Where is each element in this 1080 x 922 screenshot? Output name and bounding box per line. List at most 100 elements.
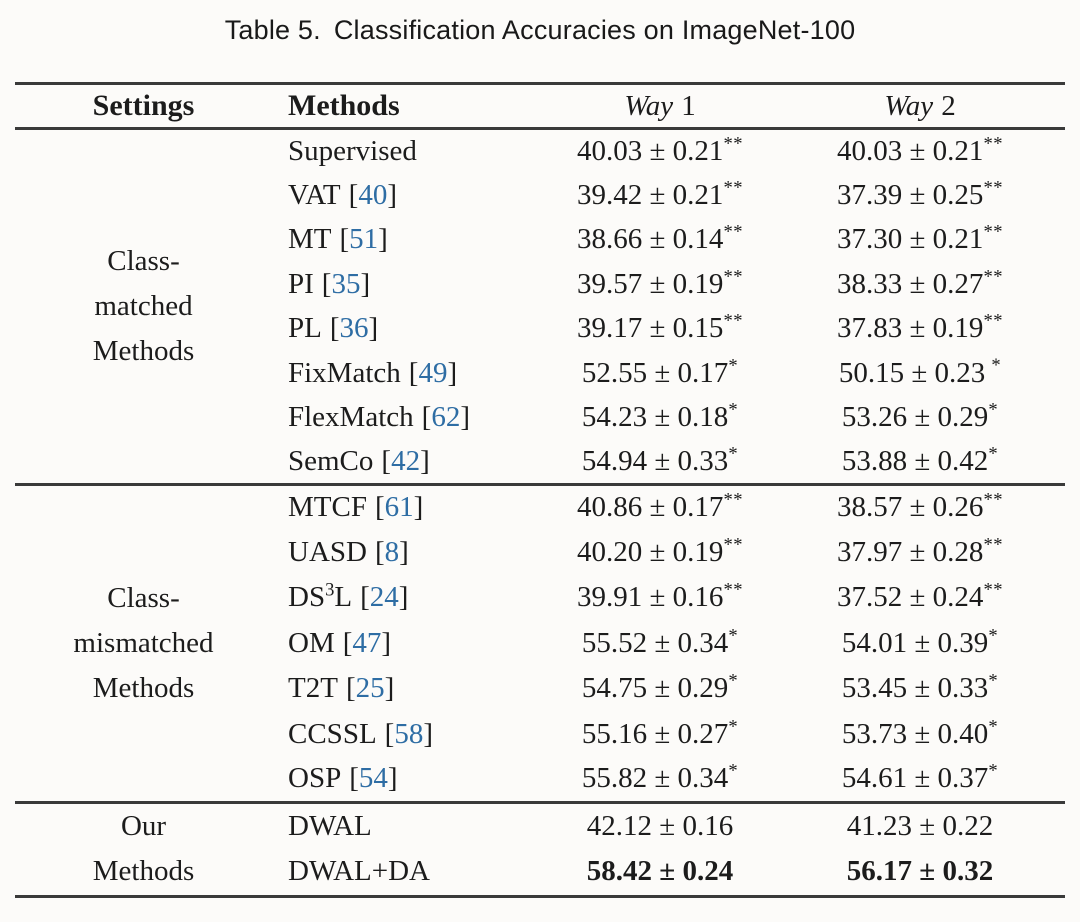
significance-asterisks: * xyxy=(988,670,999,692)
method-cell: CCSSL [58] xyxy=(272,711,545,756)
significance-asterisks: * xyxy=(991,355,1002,377)
citation-bracket-close: ] xyxy=(413,491,424,524)
significance-asterisks: ** xyxy=(983,489,1003,511)
method-name: UASD xyxy=(288,536,367,569)
way1-accuracy-cell: 58.42 ± 0.24 xyxy=(545,849,775,896)
significance-asterisks: * xyxy=(728,670,739,692)
citation-link[interactable]: 42 xyxy=(391,445,421,477)
significance-asterisks: ** xyxy=(983,534,1003,556)
citation-link[interactable]: 49 xyxy=(418,356,448,389)
settings-group-label: Class-mismatched Methods xyxy=(15,485,272,803)
way2-accuracy-value: 54.01 ± 0.39 xyxy=(841,626,989,659)
citation-link[interactable]: 47 xyxy=(352,626,382,659)
way1-accuracy-value: 40.86 ± 0.17 xyxy=(577,491,724,524)
way1-accuracy-cell: 52.55 ± 0.17* xyxy=(545,351,775,396)
significance-asterisks: ** xyxy=(723,266,743,288)
citation-bracket-close: ] xyxy=(378,223,388,256)
significance-asterisks: ** xyxy=(723,579,743,601)
section-our-methods: Our Methods DWAL 42.12 ± 0.16 41.23 ± 0.22 DW… xyxy=(15,802,1065,896)
table-row: VAT [40] 39.42 ± 0.21** 37.39 ± 0.25** xyxy=(15,173,1065,218)
citation-link[interactable]: 61 xyxy=(384,491,414,524)
way1-accuracy-value: 39.91 ± 0.16 xyxy=(577,581,724,614)
way2-accuracy-value: 40.03 ± 0.21 xyxy=(837,135,984,167)
citation-bracket-open: [ xyxy=(321,267,332,300)
way2-accuracy-value: 53.73 ± 0.40 xyxy=(841,717,989,750)
settings-group-label: Our Methods xyxy=(15,802,272,896)
citation-link[interactable]: 51 xyxy=(349,223,379,256)
citation-link[interactable]: 8 xyxy=(384,536,400,569)
significance-asterisks: * xyxy=(728,625,739,647)
method-name: DWAL xyxy=(288,809,372,842)
way2-accuracy-cell: 37.97 ± 0.28** xyxy=(775,530,1065,575)
way2-accuracy-value: 38.57 ± 0.26 xyxy=(837,491,984,524)
table-row: FixMatch [49] 52.55 ± 0.17* 50.15 ± 0.23 * xyxy=(15,351,1065,396)
way2-accuracy-cell: 37.39 ± 0.25** xyxy=(775,173,1065,218)
table-row: DWAL+DA 58.42 ± 0.24 56.17 ± 0.32 xyxy=(15,849,1065,896)
method-name: SemCo xyxy=(288,445,374,477)
citation-link[interactable]: 25 xyxy=(355,672,385,705)
header-row: Settings Methods Way 1 Way 2 xyxy=(15,84,1065,129)
citation-link[interactable]: 24 xyxy=(369,581,399,614)
significance-asterisks: * xyxy=(988,715,999,737)
method-name: CCSSL xyxy=(288,717,377,750)
method-cell: FlexMatch [62] xyxy=(272,396,545,441)
way1-accuracy-value: 39.42 ± 0.21 xyxy=(577,178,724,211)
way1-number: 1 xyxy=(681,89,696,122)
citation-link[interactable]: 35 xyxy=(331,267,361,300)
method-superscript: 3 xyxy=(325,579,335,601)
citation-link[interactable]: 36 xyxy=(339,312,369,345)
citation-bracket-open: [ xyxy=(374,536,385,569)
col-header-methods: Methods xyxy=(288,89,400,122)
way1-accuracy-value: 54.23 ± 0.18 xyxy=(581,401,729,434)
table-caption-label: Table 5. xyxy=(224,15,321,45)
way1-accuracy-cell: 54.23 ± 0.18* xyxy=(545,396,775,441)
way2-accuracy-value: 38.33 ± 0.27 xyxy=(837,267,984,300)
method-cell: DWAL+DA xyxy=(272,849,545,896)
method-cell: SemCo [42] xyxy=(272,440,545,485)
citation-bracket-close: ] xyxy=(384,672,395,705)
table-row: OSP [54] 55.82 ± 0.34* 54.61 ± 0.37* xyxy=(15,757,1065,802)
method-name: VAT xyxy=(288,178,341,211)
way2-italic-word: Way xyxy=(884,89,934,122)
col-header-settings: Settings xyxy=(92,89,195,122)
way2-accuracy-value: 37.52 ± 0.24 xyxy=(837,581,984,614)
way2-accuracy-cell: 41.23 ± 0.22 xyxy=(775,802,1065,849)
way1-accuracy-cell: 40.03 ± 0.21** xyxy=(545,129,775,174)
way2-accuracy-cell: 38.33 ± 0.27** xyxy=(775,262,1065,307)
citation-link[interactable]: 62 xyxy=(431,401,461,434)
method-name: DWAL+DA xyxy=(288,855,430,888)
significance-asterisks: ** xyxy=(723,177,743,199)
significance-asterisks: ** xyxy=(723,133,743,155)
way2-accuracy-cell: 53.73 ± 0.40* xyxy=(775,711,1065,756)
way1-accuracy-cell: 54.75 ± 0.29* xyxy=(545,666,775,711)
settings-group-line: Our xyxy=(120,810,167,843)
method-cell: DWAL xyxy=(272,802,545,849)
method-cell: MTCF [61] xyxy=(272,485,545,530)
method-cell: VAT [40] xyxy=(272,173,545,218)
method-name: MTCF xyxy=(288,491,367,524)
significance-asterisks: ** xyxy=(983,266,1003,288)
settings-group-line: Class- xyxy=(107,581,180,614)
way2-accuracy-cell: 54.61 ± 0.37* xyxy=(775,757,1065,802)
method-cell: OM [47] xyxy=(272,621,545,666)
way1-accuracy-cell: 39.42 ± 0.21** xyxy=(545,173,775,218)
method-name: PL xyxy=(288,312,322,345)
way1-accuracy-value: 39.17 ± 0.15 xyxy=(577,312,724,345)
table-row: Class-matched Methods Supervised 40.03 ± 0.… xyxy=(15,129,1065,367)
way2-accuracy-cell: 50.15 ± 0.23 * xyxy=(775,351,1065,396)
table-row: T2T [25] 54.75 ± 0.29* 53.45 ± 0.33* xyxy=(15,666,1065,711)
citation-bracket-close: ] xyxy=(381,626,392,659)
table-row: PI [35] 39.57 ± 0.19** 38.33 ± 0.27** xyxy=(15,262,1065,307)
way1-accuracy-cell: 54.94 ± 0.33* xyxy=(545,440,775,485)
way1-accuracy-cell: 55.82 ± 0.34* xyxy=(545,757,775,802)
citation-link[interactable]: 54 xyxy=(358,762,388,795)
way1-accuracy-cell: 40.86 ± 0.17** xyxy=(545,485,775,530)
citation-bracket-open: [ xyxy=(345,672,356,705)
citation-link[interactable]: 40 xyxy=(358,178,388,211)
section-class-matched: Class-matched Methods Supervised 40.03 ± 0.… xyxy=(15,129,1065,485)
method-cell: PI [35] xyxy=(272,262,545,307)
method-name: OM xyxy=(288,626,335,659)
citation-link[interactable]: 58 xyxy=(394,717,424,750)
way2-accuracy-value: 53.26 ± 0.29 xyxy=(841,401,989,434)
